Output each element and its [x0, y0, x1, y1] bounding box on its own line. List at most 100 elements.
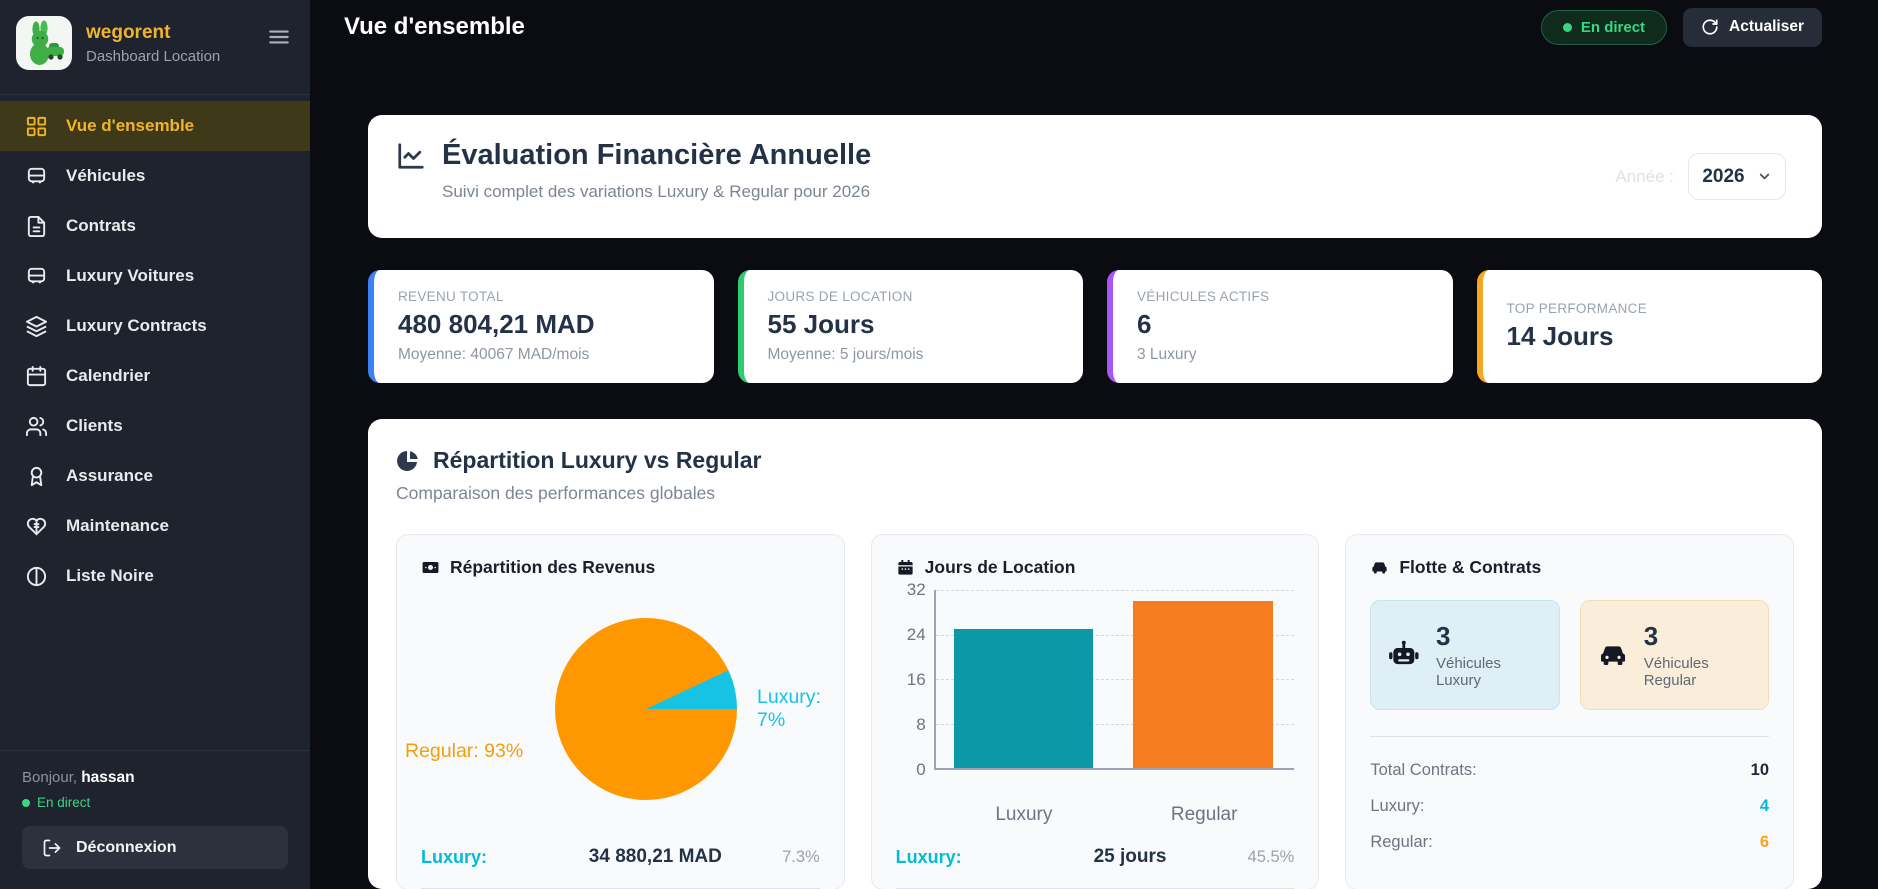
users-icon [25, 416, 48, 436]
live-badge-text: En direct [1580, 18, 1646, 36]
brand-logo [16, 16, 72, 70]
fleet-regular-count: 3 [1643, 621, 1659, 651]
logout-label: Déconnexion [76, 838, 177, 856]
fleet-tile-regular: 3 Véhicules Regular [1579, 600, 1770, 710]
year-select[interactable]: 2026 [1688, 153, 1786, 200]
days-bottom-value: 25 jours [1093, 846, 1167, 867]
refresh-label: Actualiser [1729, 18, 1804, 35]
divider [1370, 736, 1770, 737]
fleet-card-title: Flotte & Contrats [1399, 557, 1542, 577]
fleet-total-label: Total Contrats: [1370, 761, 1477, 779]
days-card-title: Jours de Location [924, 557, 1076, 577]
gridline [935, 590, 1295, 591]
stat-value: 6 [1137, 309, 1152, 339]
sidebar-item-assurance[interactable]: Assurance [0, 451, 310, 501]
stat-label: VÉHICULES ACTIFS [1137, 289, 1270, 304]
fleet-regular-row-value: 6 [1759, 833, 1770, 851]
stat-card: VÉHICULES ACTIFS 6 3 Luxury [1107, 270, 1453, 383]
sidebar-item-label: Clients [66, 416, 123, 435]
stat-card: JOURS DE LOCATION 55 Jours Moyenne: 5 jo… [737, 270, 1083, 383]
days-bottom-label: Luxury: [895, 846, 962, 867]
fleet-tiles: 3 Véhicules Luxury 3 Véhicules Regular [1370, 600, 1770, 710]
fleet-luxury-count: 3 [1435, 621, 1451, 651]
days-bar-chart: 32 24 16 8 0 [896, 578, 1295, 796]
stat-sub: Moyenne: 5 jours/mois [767, 346, 924, 363]
sidebar-footer: Bonjour, hassan En direct Déconnexion [0, 750, 310, 889]
user-greeting: Bonjour, hassan [22, 769, 288, 787]
days-bottom-pct: 45.5% [1247, 847, 1295, 866]
revenue-bottom-value: 34 880,21 MAD [588, 846, 722, 867]
sidebar-header: wegorent Dashboard Location [0, 0, 310, 84]
logout-icon [43, 839, 61, 856]
page-title: Vue d'ensemble [344, 13, 525, 40]
sidebar-item-label: Calendrier [66, 366, 151, 385]
heart-stitch-icon [26, 517, 47, 536]
live-badge: En direct [1540, 9, 1668, 45]
stat-card: TOP PERFORMANCE 14 Jours [1476, 270, 1822, 383]
gridline [935, 634, 1295, 636]
pie-chart-icon [397, 450, 418, 471]
fleet-row-regular: Regular: 6 [1370, 833, 1769, 852]
fleet-luxury-row-label: Luxury: [1370, 797, 1425, 815]
stat-label: JOURS DE LOCATION [767, 289, 913, 304]
sidebar-toggle-button[interactable] [266, 24, 292, 55]
logout-button[interactable]: Déconnexion [22, 826, 288, 869]
fleet-regular-row-label: Regular: [1370, 833, 1433, 851]
sidebar-item-contrats[interactable]: Contrats [0, 201, 310, 251]
fleet-luxury-label: Véhicules Luxury [1435, 655, 1502, 689]
sidebar-item-maintenance[interactable]: Maintenance [0, 501, 310, 551]
bar-chart-plot [933, 590, 1295, 770]
sidebar-item-vehicules[interactable]: Véhicules [0, 151, 310, 201]
stat-value: 14 Jours [1506, 321, 1614, 351]
ban-icon [26, 566, 47, 586]
stats-row: REVENU TOTAL 480 804,21 MAD Moyenne: 400… [368, 270, 1822, 383]
sidebar-item-luxury-voitures[interactable]: Luxury Voitures [0, 251, 310, 301]
sidebar-divider [0, 94, 310, 95]
rental-days-card: Jours de Location 32 24 16 8 0 [870, 534, 1320, 889]
bar-luxury [953, 628, 1094, 768]
revenue-bottom-pct: 7.3% [782, 847, 820, 866]
line-chart-icon [398, 142, 424, 169]
username: hassan [81, 769, 135, 786]
vehicle-icon [27, 167, 46, 183]
sidebar-item-label: Luxury Voitures [66, 266, 195, 285]
y-tick: 32 [906, 580, 926, 599]
brand-name: wegorent [86, 22, 171, 43]
chevron-down-icon [1759, 173, 1769, 180]
stat-value: 55 Jours [767, 309, 875, 339]
sidebar: wegorent Dashboard Location Vue d'ensemb… [0, 0, 310, 889]
document-icon [27, 215, 46, 237]
layers-icon [25, 315, 48, 337]
car-icon [1372, 562, 1387, 574]
year-value: 2026 [1702, 165, 1745, 187]
greeting-text: Bonjour, [22, 769, 78, 786]
gridline [935, 679, 1295, 680]
sidebar-item-liste-noire[interactable]: Liste Noire [0, 551, 310, 601]
bar-regular [1132, 601, 1273, 768]
revenue-card-title: Répartition des Revenus [450, 557, 656, 577]
sidebar-item-luxury-contracts[interactable]: Luxury Contracts [0, 301, 310, 351]
car-icon [1600, 646, 1625, 666]
gridline [935, 723, 1295, 725]
sidebar-item-label: Maintenance [66, 516, 169, 535]
banknote-icon [422, 561, 439, 574]
refresh-icon [1702, 19, 1718, 35]
brand-subtitle: Dashboard Location [86, 48, 221, 65]
revenue-bottom-row: Luxury: 34 880,21 MAD 7.3% [421, 826, 820, 888]
revenue-distribution-card: Répartition des Revenus Luxury: 7% Regul… [396, 534, 845, 889]
y-tick: 0 [916, 760, 926, 779]
evaluation-title: Évaluation Financière Annuelle [442, 139, 872, 171]
sidebar-item-vue-densemble[interactable]: Vue d'ensemble [0, 101, 310, 151]
sidebar-item-calendrier[interactable]: Calendrier [0, 351, 310, 401]
stat-label: TOP PERFORMANCE [1506, 301, 1648, 316]
fleet-total-value: 10 [1750, 761, 1770, 779]
fleet-row-luxury: Luxury: 4 [1370, 797, 1769, 816]
calendar-icon [26, 365, 47, 386]
bunny-car-logo-icon [30, 20, 64, 65]
refresh-button[interactable]: Actualiser [1683, 7, 1822, 47]
stat-sub: Moyenne: 40067 MAD/mois [398, 346, 590, 363]
x-label-luxury: Luxury [995, 804, 1053, 825]
sidebar-item-clients[interactable]: Clients [0, 401, 310, 451]
fleet-tile-luxury: 3 Véhicules Luxury [1370, 600, 1560, 710]
y-tick: 16 [906, 670, 926, 689]
